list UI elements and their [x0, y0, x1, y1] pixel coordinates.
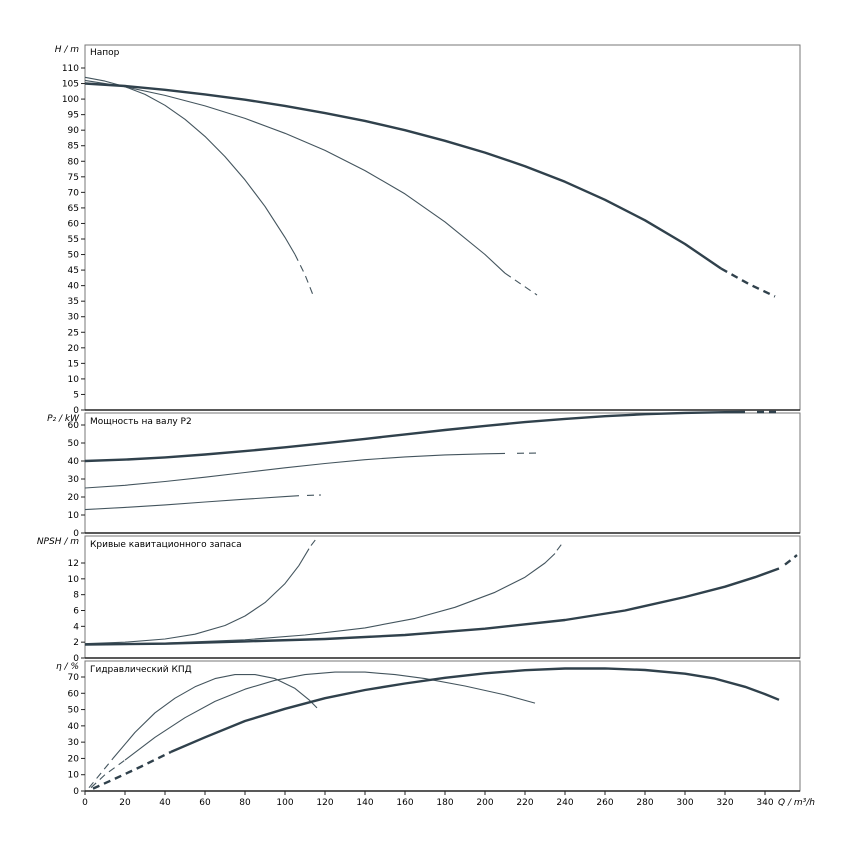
npsh-y-tick-label: 8 — [73, 591, 79, 601]
head-curve-medium — [85, 80, 505, 273]
head-y-tick-label: 30 — [68, 313, 80, 323]
x-tick-label: 320 — [716, 798, 733, 808]
head-y-tick-label: 95 — [68, 111, 79, 121]
head-y-tick-label: 90 — [68, 126, 80, 136]
eff-curve-small — [89, 758, 113, 787]
head-curve-small — [85, 77, 295, 254]
head-y-tick-label: 5 — [73, 390, 79, 400]
head-y-tick-label: 70 — [68, 188, 80, 198]
eff-curve-large — [93, 752, 171, 789]
npsh-panel-border — [85, 536, 800, 658]
head-y-tick-label: 80 — [68, 157, 80, 167]
x-tick-label: 300 — [676, 798, 693, 808]
x-tick-label: 60 — [199, 798, 211, 808]
x-tick-label: 220 — [516, 798, 533, 808]
x-tick-label: 160 — [396, 798, 413, 808]
head-y-tick-label: 40 — [68, 282, 80, 292]
x-tick-label: 260 — [596, 798, 613, 808]
eff-panel: 0 10 20 30 40 50 60 70 — [68, 661, 800, 797]
power-y-tick-label: 30 — [68, 475, 80, 485]
x-axis-caption: Q / m³/h — [778, 798, 815, 808]
power-panel-title: Мощность на валу P2 — [90, 417, 192, 427]
axis-captions: H / m P₂ / kW NPSH / m η / % Напор Мощно… — [37, 45, 815, 808]
x-tick-label: 340 — [756, 798, 773, 808]
x-tick-label: 140 — [356, 798, 373, 808]
head-y-tick-label: 35 — [68, 297, 79, 307]
eff-y-tick-label: 20 — [68, 754, 80, 764]
npsh-y-tick-label: 2 — [73, 638, 79, 648]
head-y-tick-label: 45 — [68, 266, 79, 276]
npsh-axis-caption: NPSH / m — [37, 537, 79, 547]
head-y-tick-label: 15 — [68, 359, 79, 369]
head-panel-title: Напор — [90, 48, 120, 58]
x-tick-label: 240 — [556, 798, 573, 808]
power-y-tick-label: 10 — [68, 511, 80, 521]
eff-axis-caption: η / % — [56, 662, 79, 672]
eff-y-tick-label: 70 — [68, 673, 80, 683]
x-tick-label: 80 — [239, 798, 251, 808]
head-y-tick-label: 55 — [68, 235, 79, 245]
eff-curve-large — [171, 668, 779, 752]
npsh-y-tick-label: 4 — [73, 622, 79, 632]
head-curve-medium — [505, 273, 537, 295]
power-axis-caption: P₂ / kW — [47, 414, 80, 424]
head-curve-large — [85, 84, 721, 269]
x-tick-label: 280 — [636, 798, 653, 808]
power-y-tick-label: 50 — [68, 439, 80, 449]
npsh-curve-medium — [557, 542, 563, 550]
head-panel-border — [85, 45, 800, 410]
eff-y-tick-label: 60 — [68, 689, 80, 699]
x-axis: 0 20 40 60 80 100 120 140 160 180 200 220 240 260 280 3… — [82, 791, 774, 808]
x-tick-label: 20 — [119, 798, 131, 808]
x-tick-label: 180 — [436, 798, 453, 808]
head-y-tick-label: 25 — [68, 328, 79, 338]
x-tick-label: 200 — [476, 798, 493, 808]
head-y-tick-label: 105 — [62, 80, 79, 90]
head-axis-caption: H / m — [55, 45, 80, 55]
npsh-panel-title: Кривые кавитационного запаса — [90, 540, 242, 550]
power-y-tick-label: 40 — [68, 457, 80, 467]
head-y-tick-label: 110 — [62, 64, 79, 74]
npsh-curve-large — [85, 569, 779, 645]
head-curve-small — [295, 255, 313, 296]
head-y-tick-label: 50 — [68, 251, 80, 261]
npsh-curve-small — [85, 549, 309, 644]
npsh-curve-medium — [85, 554, 555, 645]
head-y-tick-label: 85 — [68, 142, 79, 152]
head-y-tick-label: 20 — [68, 344, 80, 354]
eff-panel-border — [85, 661, 800, 791]
head-panel: 0510152025303540455055606570758085909510… — [62, 45, 800, 416]
eff-y-tick-label: 10 — [68, 771, 80, 781]
npsh-curve-large — [785, 555, 797, 565]
head-y-tick-label: 60 — [68, 219, 80, 229]
power-y-tick-label: 20 — [68, 493, 80, 503]
npsh-y-tick-label: 10 — [68, 575, 80, 585]
x-tick-label: 100 — [276, 798, 293, 808]
head-y-tick-label: 10 — [68, 375, 80, 385]
head-y-tick-label: 65 — [68, 204, 79, 214]
eff-curve-medium — [125, 672, 535, 760]
eff-y-tick-label: 40 — [68, 722, 80, 732]
eff-y-tick-label: 0 — [73, 787, 79, 797]
x-tick-label: 120 — [316, 798, 333, 808]
head-y-tick-label: 75 — [68, 173, 79, 183]
eff-y-tick-label: 50 — [68, 706, 80, 716]
x-tick-label: 0 — [82, 798, 88, 808]
eff-panel-title: Гидравлический КПД — [90, 665, 192, 675]
eff-y-tick-label: 30 — [68, 738, 80, 748]
x-tick-label: 40 — [159, 798, 171, 808]
power-curve-small — [85, 496, 299, 510]
head-y-tick-label: 100 — [62, 95, 79, 105]
npsh-y-tick-label: 12 — [68, 559, 79, 569]
npsh-y-tick-label: 6 — [73, 606, 79, 616]
npsh-curve-small — [311, 538, 317, 546]
head-curve-large — [721, 269, 775, 297]
